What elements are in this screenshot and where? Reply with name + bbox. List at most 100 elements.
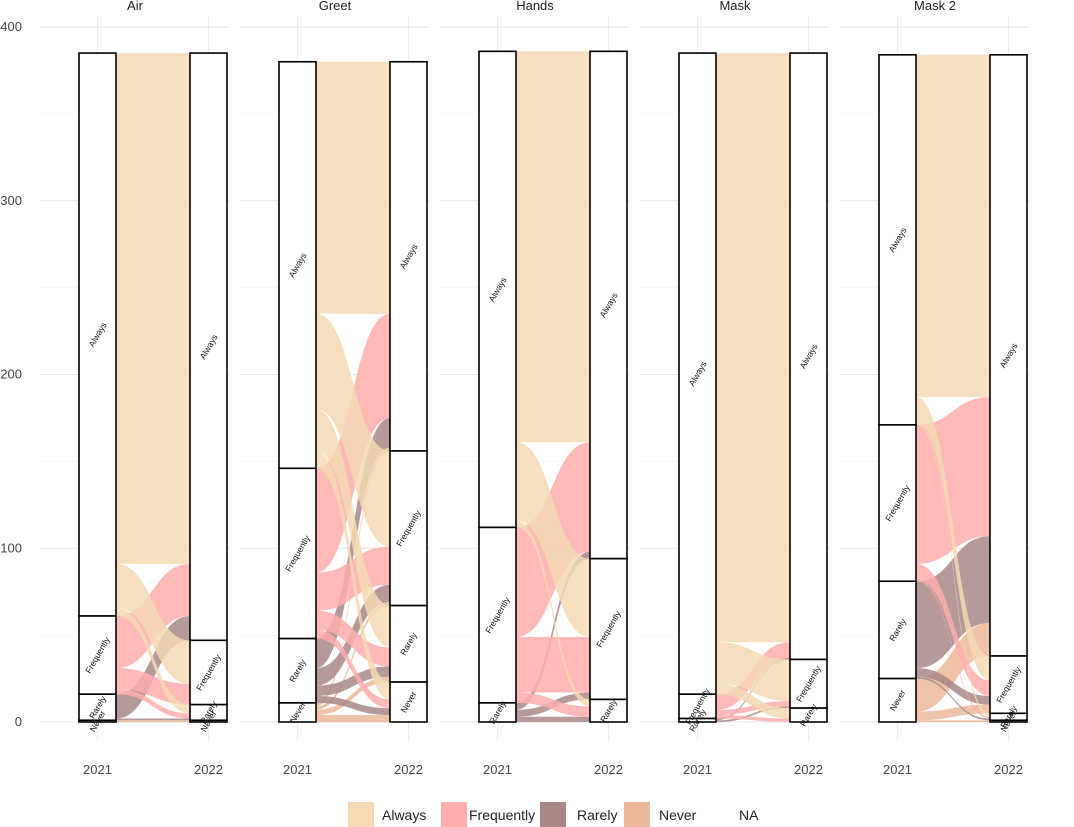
stratum-never (878, 677, 917, 723)
legend-swatch (348, 802, 374, 827)
flow-always-to-frequently (116, 563, 190, 684)
x-tick-label: 2022 (994, 762, 1023, 777)
stratum-frequently (789, 658, 828, 709)
flow-rarely-to-frequently (916, 668, 990, 705)
facet-title: Mask 2 (914, 0, 956, 13)
stratum-frequently (678, 693, 717, 720)
y-tick-label: 200 (0, 367, 22, 382)
flow-always-to-frequently (716, 642, 790, 702)
flow-always-to-rarely (316, 409, 390, 648)
facet-title: Greet (319, 0, 352, 13)
x-tick-label: 2022 (594, 762, 623, 777)
flow-rarely-to-rarely (516, 716, 590, 722)
flow-never-to-frequently (316, 602, 390, 710)
x-tick-label: 2021 (283, 762, 312, 777)
flow-rarely-to-rarely (116, 718, 190, 721)
flow-always-to-always (116, 53, 190, 564)
flow-frequently-to-frequently (716, 701, 790, 716)
legend-item-na: NA (739, 807, 759, 823)
stratum-always (478, 50, 517, 529)
flow-always-to-always (516, 51, 590, 443)
flow-always-to-always (716, 53, 790, 643)
stratum-frequently (278, 467, 317, 640)
flow-always-to-frequently (316, 313, 390, 547)
x-tick-label: 2022 (794, 762, 823, 777)
flow-rarely-to-always (516, 551, 590, 710)
stratum-rarely (678, 717, 717, 723)
flow-frequently-to-rarely (116, 688, 190, 719)
flow-frequently-to-rarely (316, 610, 390, 667)
stratum-never (989, 719, 1028, 723)
legend-swatch (540, 802, 566, 827)
flow-always-to-always (316, 61, 390, 314)
flow-always-to-rarely (116, 607, 190, 714)
legend-swatch (441, 802, 467, 827)
flows (716, 53, 790, 722)
flow-always-to-frequently (516, 442, 590, 637)
flow-frequently-to-frequently (516, 636, 590, 693)
x-tick-label: 2022 (194, 762, 223, 777)
stratum-always (189, 52, 228, 642)
facet-title: Air (127, 0, 144, 13)
x-tick-label: 2022 (394, 762, 423, 777)
stratum-frequently (389, 450, 428, 607)
x-tick-label: 2021 (883, 762, 912, 777)
facet-title: Hands (516, 0, 554, 13)
flow-always-to-never (316, 450, 390, 700)
legend-item-frequently: Frequently (441, 802, 535, 827)
legend: Always Frequently Rarely Never NA (348, 802, 759, 827)
legend-label: Never (659, 807, 697, 823)
stratum-rarely (278, 637, 317, 704)
stratum-frequently (878, 424, 917, 583)
stratum-never (78, 719, 117, 723)
legend-label: Rarely (577, 807, 617, 823)
stratum-rarely (478, 702, 517, 723)
legend-label: Always (382, 807, 426, 823)
y-axis: 0 100 200 300 400 (0, 19, 22, 729)
flow-always-to-frequently (916, 397, 990, 681)
stratum-never (189, 719, 228, 723)
flow-never-to-rarely (316, 676, 390, 716)
stratum-never (389, 681, 428, 723)
flow-frequently-to-frequently (916, 563, 990, 696)
flow-always-to-rarely (716, 683, 790, 719)
flows (316, 61, 390, 722)
stratum-rarely (878, 580, 917, 680)
flow-never-to-frequently (916, 704, 990, 721)
stratum-always (78, 52, 117, 617)
x-tick-label: 2021 (683, 762, 712, 777)
flow-rarely-to-always (916, 536, 990, 669)
stratum-rarely (78, 693, 117, 722)
stratum-frequently (189, 639, 228, 706)
stratum-frequently (78, 615, 117, 696)
flows (916, 54, 990, 722)
stratum-never (278, 702, 317, 723)
stratum-rarely (389, 604, 428, 683)
stratum-frequently (589, 557, 628, 701)
flow-frequently-to-rarely (516, 692, 590, 717)
flow-rarely-to-frequently (716, 706, 790, 722)
stratum-always (789, 52, 828, 661)
y-tick-label: 0 (15, 714, 22, 729)
flows (116, 53, 190, 722)
y-tick-label: 100 (0, 540, 22, 555)
facet-panel-greet: Greet 2021 2022 AlwaysFrequentlyRarelyNever… (278, 0, 428, 777)
legend-label: Frequently (469, 807, 535, 823)
x-tick-label: 2021 (83, 762, 112, 777)
legend-item-never: Never (624, 802, 697, 827)
y-tick-label: 400 (0, 19, 22, 34)
flow-frequently-to-rarely (916, 579, 990, 719)
facet-panel-mask-2: Mask 2 2021 2022 AlwaysFrequentlyRarelyNeve… (878, 0, 1028, 777)
flow-always-to-rarely (516, 520, 590, 707)
stratum-frequently (478, 526, 517, 704)
legend-item-rarely: Rarely (540, 802, 617, 827)
